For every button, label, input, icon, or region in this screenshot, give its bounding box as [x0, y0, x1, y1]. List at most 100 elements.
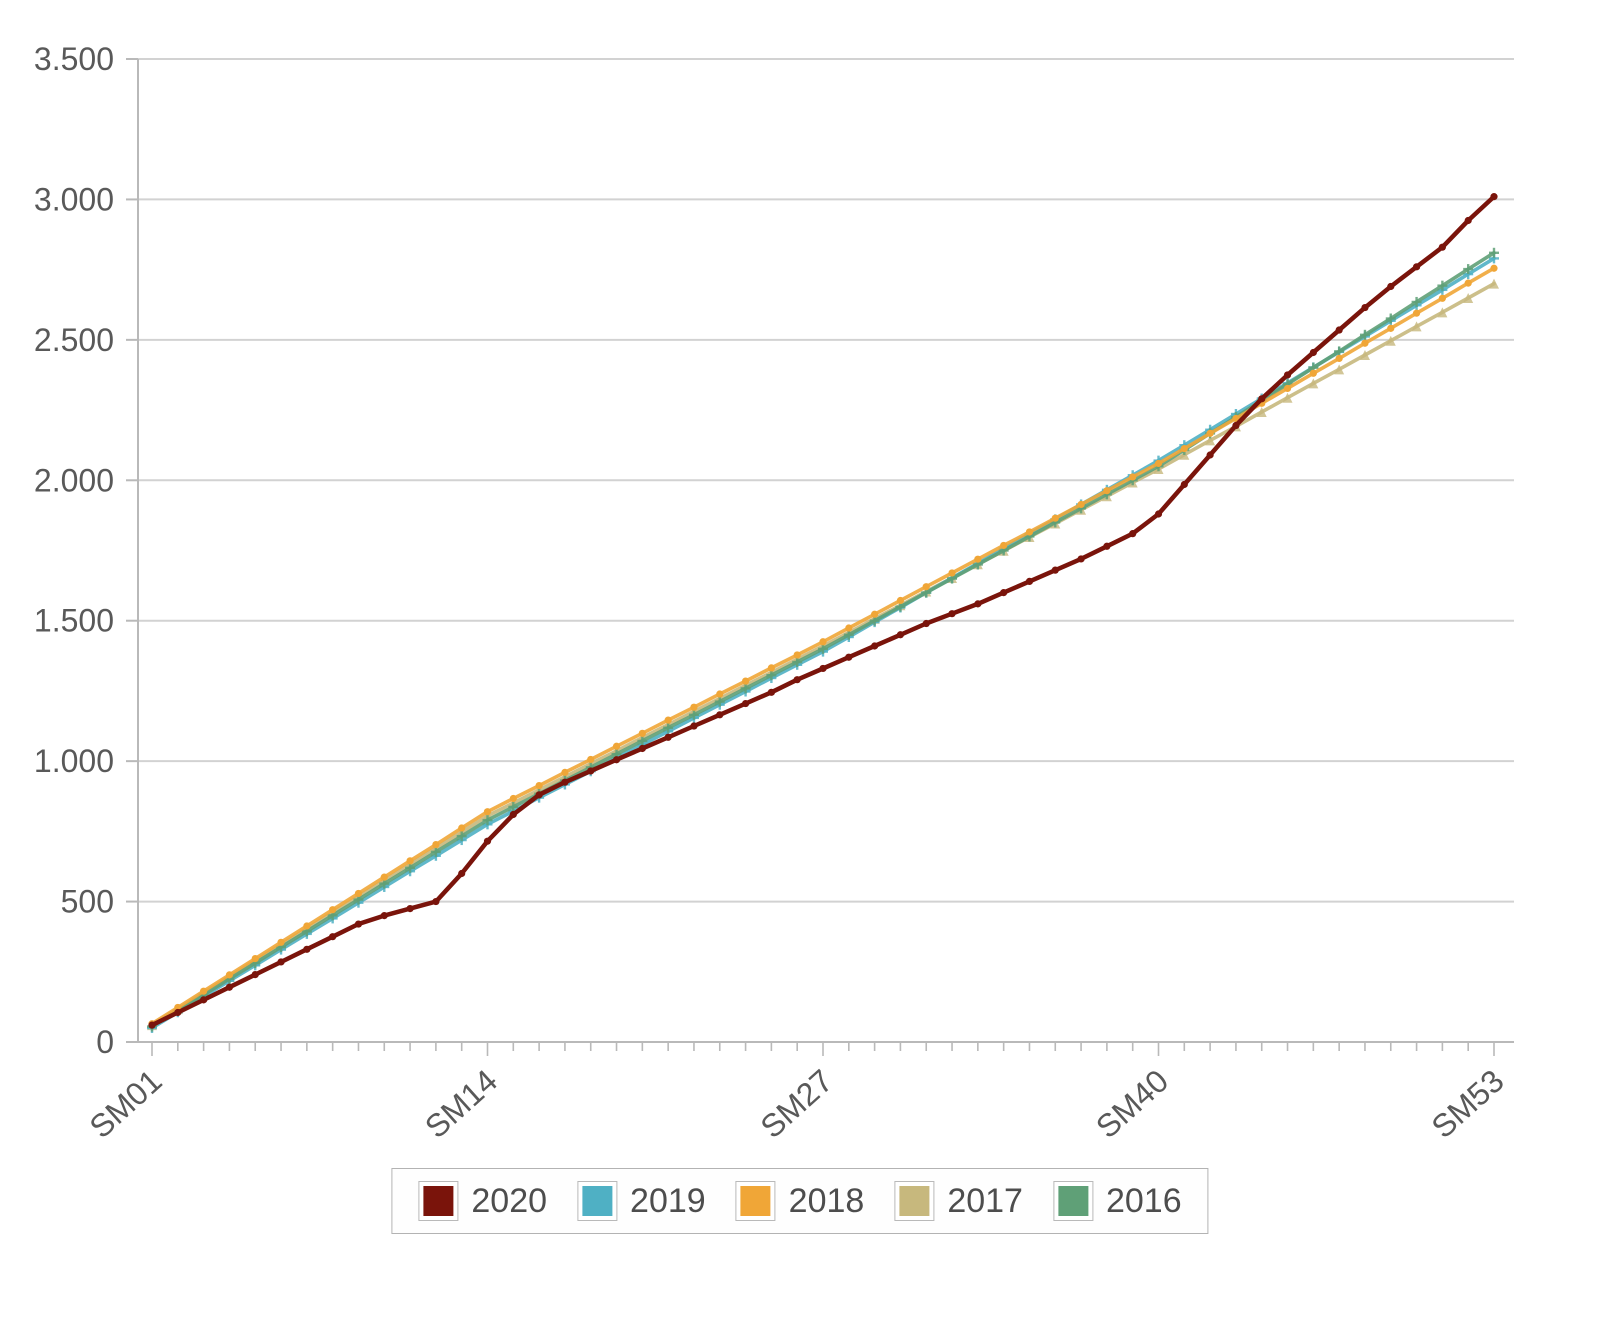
data-point-marker	[922, 583, 930, 591]
data-point-marker	[896, 596, 905, 605]
data-point-marker	[1256, 407, 1267, 418]
data-point-marker	[174, 1008, 182, 1017]
data-point-marker	[1051, 514, 1059, 522]
data-point-marker	[871, 642, 879, 650]
legend-item-2019[interactable]: 2019	[577, 1181, 706, 1221]
data-point-marker	[277, 938, 285, 946]
data-point-marker	[638, 744, 646, 753]
data-point-marker	[1438, 294, 1446, 302]
data-point-marker	[741, 699, 750, 708]
data-point-marker	[1077, 555, 1085, 563]
data-point-marker	[638, 729, 646, 737]
data-point-marker	[1232, 421, 1240, 430]
y-axis-label: 500	[61, 884, 114, 920]
data-point-marker	[819, 638, 827, 646]
data-point-marker	[458, 824, 466, 832]
data-point-marker	[1438, 243, 1446, 251]
data-point-marker	[1359, 350, 1370, 361]
data-point-marker	[1025, 577, 1034, 585]
legend-swatch-color	[899, 1186, 930, 1216]
data-point-marker	[1335, 326, 1343, 334]
data-point-marker	[303, 922, 311, 930]
data-point-marker	[432, 897, 440, 906]
data-point-marker	[1490, 193, 1498, 201]
legend-swatch-color	[423, 1186, 454, 1216]
data-point-marker	[251, 970, 259, 979]
data-point-marker	[1180, 444, 1188, 453]
data-point-marker	[561, 778, 569, 786]
y-axis-label: 3.500	[34, 41, 114, 77]
data-point-marker	[1489, 278, 1499, 289]
data-point-marker	[483, 837, 492, 845]
data-point-marker	[1154, 510, 1163, 518]
legend-label-2020: 2020	[471, 1182, 548, 1220]
data-point-marker	[1309, 369, 1317, 377]
data-point-marker	[974, 600, 982, 608]
data-point-marker	[225, 983, 234, 991]
legend-swatch-2019	[577, 1181, 618, 1221]
data-point-marker	[922, 619, 930, 628]
data-point-marker	[1412, 309, 1421, 317]
data-point-marker	[1283, 384, 1292, 393]
x-axis-label: SM40	[1089, 1062, 1175, 1145]
x-axis-label: SM53	[1424, 1062, 1510, 1145]
data-point-marker	[1385, 335, 1396, 346]
legend-swatch-2018	[735, 1181, 776, 1221]
data-point-marker	[767, 688, 775, 696]
y-axis-label: 2.500	[34, 322, 114, 358]
data-point-marker	[354, 920, 363, 928]
legend-item-2020[interactable]: 2020	[418, 1181, 547, 1221]
data-point-marker	[612, 742, 621, 750]
data-point-marker	[1309, 348, 1317, 357]
data-point-marker	[277, 958, 285, 966]
legend-swatch-color	[740, 1186, 771, 1216]
data-point-marker	[948, 610, 956, 618]
data-point-marker	[1282, 392, 1293, 403]
data-point-marker	[509, 794, 517, 803]
data-point-marker	[1129, 530, 1137, 538]
data-point-marker	[716, 690, 724, 698]
legend-label-2017: 2017	[947, 1182, 1023, 1220]
data-point-marker	[1000, 589, 1008, 597]
data-point-marker	[896, 631, 905, 639]
data-point-marker	[380, 912, 388, 920]
y-axis-label: 0	[96, 1024, 114, 1060]
data-point-marker	[793, 651, 801, 659]
data-point-marker	[1025, 528, 1034, 536]
data-point-marker	[716, 711, 724, 719]
data-point-marker	[1335, 354, 1343, 362]
data-point-marker	[1361, 339, 1369, 347]
data-point-marker	[1180, 480, 1188, 489]
x-axis-label: SM27	[753, 1062, 839, 1145]
legend-item-2017[interactable]: 2017	[894, 1181, 1023, 1221]
data-point-marker	[741, 677, 750, 685]
legend-item-2016[interactable]: 2016	[1052, 1181, 1182, 1221]
data-point-marker	[1206, 451, 1214, 459]
data-point-marker	[845, 653, 853, 661]
legend-swatch-color	[1057, 1186, 1088, 1216]
data-point-marker	[535, 781, 543, 790]
data-point-marker	[793, 676, 801, 684]
data-point-marker	[819, 664, 827, 673]
data-point-marker	[1463, 293, 1474, 304]
data-point-marker	[509, 810, 517, 819]
data-point-marker	[561, 768, 569, 776]
data-point-marker	[1308, 378, 1319, 389]
legend-swatch-2017	[894, 1181, 935, 1221]
data-point-marker	[1258, 395, 1266, 403]
legend-swatch-color	[582, 1186, 613, 1216]
data-point-marker	[303, 945, 311, 953]
data-point-marker	[483, 808, 492, 816]
y-axis-label: 2.000	[34, 462, 114, 498]
y-axis-label: 3.000	[34, 181, 114, 217]
data-point-marker	[664, 733, 672, 741]
data-point-marker	[690, 722, 698, 730]
legend: 2020 2019 2018 2017 2016	[391, 1168, 1209, 1234]
data-point-marker	[587, 755, 595, 764]
data-point-marker	[329, 933, 337, 941]
data-point-marker	[432, 840, 440, 849]
data-point-marker	[458, 869, 466, 878]
legend-item-2018[interactable]: 2018	[735, 1181, 864, 1221]
